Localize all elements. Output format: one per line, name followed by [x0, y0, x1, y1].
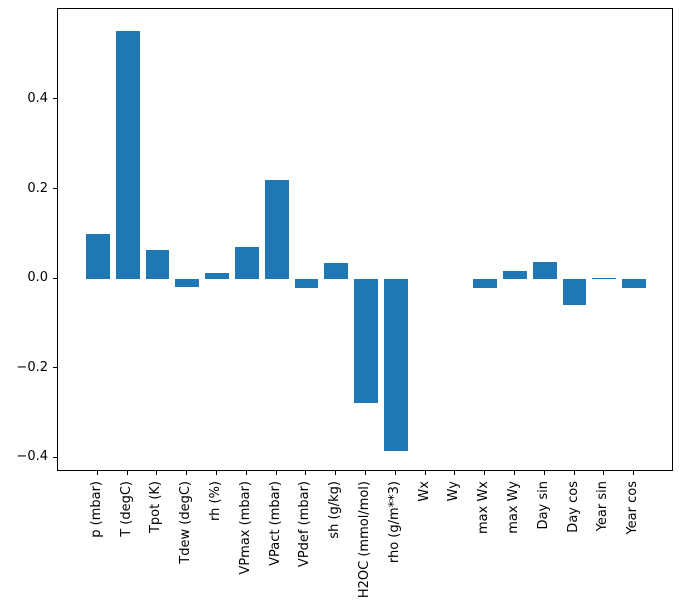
y-tick-mark [53, 278, 57, 279]
x-tick-mark [305, 471, 306, 475]
x-tick-mark [395, 471, 396, 475]
bar-max-wx [473, 278, 498, 288]
x-tick-label: max Wx [476, 481, 491, 535]
x-tick-label: VPdef (mbar) [297, 481, 312, 568]
x-tick-mark [127, 471, 128, 475]
bar-rh [205, 273, 229, 279]
bar-day-cos [562, 278, 587, 305]
bar-year-cos [622, 278, 646, 288]
bar-tdew-degc [175, 278, 200, 287]
x-tick-label: Year cos [625, 481, 640, 535]
y-tick-label: −0.2 [16, 360, 48, 375]
bar-p-mbar [86, 234, 110, 279]
x-tick-label: rh (%) [208, 481, 223, 521]
bar-sh-g-kg [324, 263, 349, 279]
x-tick-mark [276, 471, 277, 475]
x-tick-mark [514, 471, 515, 475]
y-tick-label: −0.4 [16, 449, 48, 464]
x-tick-label: Year sin [595, 481, 610, 532]
y-tick-label: 0.4 [27, 91, 48, 106]
x-tick-mark [574, 471, 575, 475]
y-tick-mark [53, 98, 57, 99]
x-tick-label: p (mbar) [89, 481, 104, 538]
bar-day-sin [532, 261, 557, 279]
x-tick-mark [603, 471, 604, 475]
x-tick-label: Wx [417, 481, 432, 502]
bar-max-wy [503, 270, 527, 279]
x-tick-mark [335, 471, 336, 475]
x-tick-label: sh (g/kg) [327, 481, 342, 539]
bar-t-degc [115, 30, 140, 279]
plot-area [57, 8, 673, 471]
bar-year-sin [592, 277, 617, 279]
x-tick-label: Day cos [566, 481, 581, 533]
x-tick-mark [246, 471, 247, 475]
y-tick-mark [53, 367, 57, 368]
y-tick-label: 0.0 [27, 270, 48, 285]
y-tick-label: 0.2 [27, 181, 48, 196]
x-tick-mark [156, 471, 157, 475]
x-tick-label: max Wy [506, 481, 521, 534]
bar-tpot-k [145, 249, 170, 279]
x-tick-label: T (degC) [119, 481, 134, 537]
x-tick-label: H2OC (mmol/mol) [357, 481, 372, 599]
x-tick-label: Day sin [536, 481, 551, 530]
x-tick-label: Tdew (degC) [178, 481, 193, 564]
x-tick-label: Tpot (K) [148, 481, 163, 534]
x-tick-mark [186, 471, 187, 475]
x-tick-mark [633, 471, 634, 475]
bar-vpact-mbar [264, 179, 289, 279]
x-tick-mark [97, 471, 98, 475]
x-tick-mark [365, 471, 366, 475]
y-tick-mark [53, 188, 57, 189]
x-tick-mark [484, 471, 485, 475]
x-tick-label: VPact (mbar) [268, 481, 283, 566]
x-tick-mark [216, 471, 217, 475]
x-tick-mark [544, 471, 545, 475]
bar-vpmax-mbar [234, 246, 259, 279]
x-tick-mark [454, 471, 455, 475]
x-tick-label: rho (g/m**3) [387, 481, 402, 564]
x-tick-label: VPmax (mbar) [238, 481, 253, 575]
bar-h2oc-mmol-mol [354, 278, 378, 404]
bar-vpdef-mbar [294, 278, 319, 289]
x-tick-label: Wy [446, 481, 461, 502]
bar-rho-g-m-3 [383, 278, 408, 452]
y-tick-mark [53, 457, 57, 458]
x-tick-mark [425, 471, 426, 475]
